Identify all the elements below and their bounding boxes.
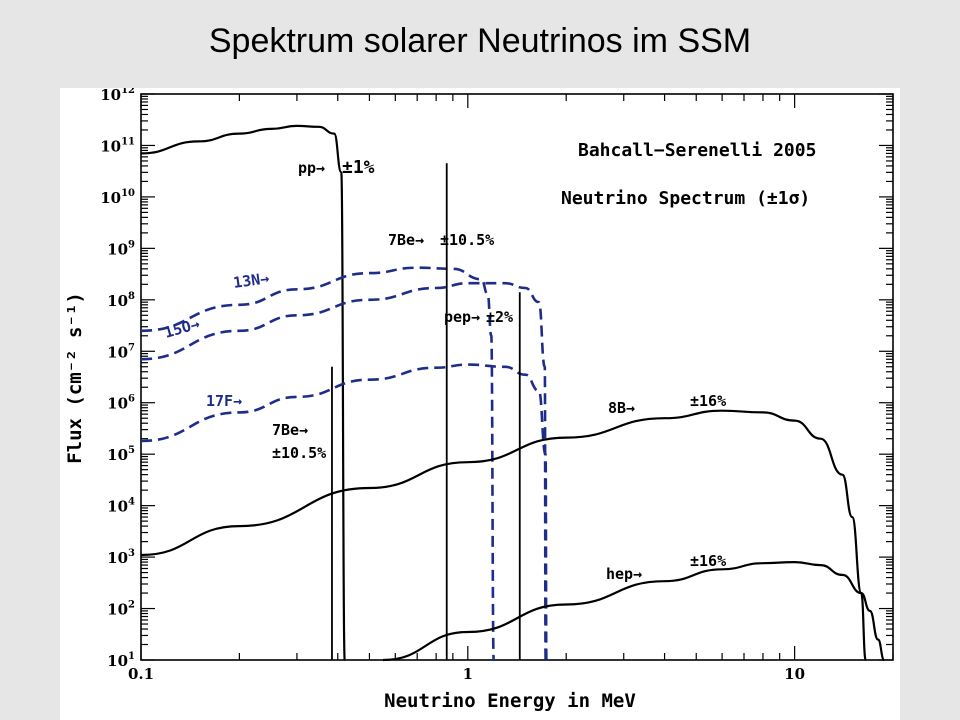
annotation-7be-high-label: 7Be→ bbox=[388, 231, 424, 249]
y-tick-label: 101 bbox=[107, 651, 135, 670]
series-line-13n bbox=[140, 266, 495, 662]
axes-frame bbox=[140, 93, 894, 661]
y-tick-label: 108 bbox=[107, 291, 135, 310]
annotation-7be-low-uncertainty: ±10.5% bbox=[272, 444, 326, 462]
neutrino-spectrum-chart: 0.1 1 10 101 102 103 104 105 106 107 108 109 1010 101… bbox=[64, 88, 894, 712]
y-tick-label: 1012 bbox=[100, 88, 135, 104]
series-line-15o bbox=[140, 281, 547, 662]
line-spectra-group bbox=[331, 163, 521, 660]
tick-label-group: 0.1 1 10 101 102 103 104 105 106 107 108 109 1010 101… bbox=[100, 88, 805, 683]
y-tick-label: 1010 bbox=[100, 188, 135, 207]
annotation-7be-high: 7Be→ bbox=[388, 231, 424, 249]
annotation-7be-high-uncertainty: ±10.5% bbox=[440, 231, 494, 249]
y-tick-label: 102 bbox=[107, 600, 135, 619]
annotation-7be-low: 7Be→ bbox=[272, 421, 308, 439]
legend-subtitle: Neutrino Spectrum (±1σ) bbox=[561, 188, 810, 209]
annotation-hep-uncertainty: ±16% bbox=[690, 552, 726, 570]
x-tick-label: 10 bbox=[784, 665, 805, 683]
series-group bbox=[140, 124, 886, 662]
y-tick-label: 103 bbox=[107, 548, 135, 567]
x-tick-label: 0.1 bbox=[128, 665, 154, 683]
annotation-13n: 13N→ bbox=[232, 269, 270, 292]
x-axis-title: Neutrino Energy in MeV bbox=[384, 690, 636, 712]
series-line-pp bbox=[140, 124, 346, 662]
annotation-pep-uncertainty: ±2% bbox=[486, 308, 513, 326]
annotation-pep-label: pep→ bbox=[444, 308, 480, 326]
annotation-8b: 8B→ bbox=[608, 399, 635, 417]
series-line-17f bbox=[140, 363, 548, 662]
annotation-pp-uncertainty: ±1% bbox=[342, 157, 375, 178]
annotation-pp: pp→ bbox=[298, 159, 325, 177]
plot-frame bbox=[140, 93, 894, 661]
series-line-hep bbox=[382, 560, 886, 662]
y-tick-label: 106 bbox=[107, 394, 135, 413]
chart-figure: 0.1 1 10 101 102 103 104 105 106 107 108 109 1010 101… bbox=[60, 88, 900, 720]
y-tick-label: 105 bbox=[107, 445, 135, 464]
x-tick-label: 1 bbox=[463, 665, 473, 683]
legend-title: Bahcall−Serenelli 2005 bbox=[578, 140, 816, 161]
annotation-pep: pep→ bbox=[444, 308, 480, 326]
annotation-17f: 17F→ bbox=[206, 392, 242, 410]
annotation-pp-label: pp→ bbox=[298, 159, 325, 177]
annotation-15o: 15O→ bbox=[162, 315, 202, 342]
y-tick-label: 1011 bbox=[100, 136, 135, 155]
slide-title: Spektrum solarer Neutrinos im SSM bbox=[208, 22, 752, 60]
annotation-hep: hep→ bbox=[606, 565, 642, 583]
annotation-8b-uncertainty: ±16% bbox=[690, 392, 726, 410]
y-tick-label: 109 bbox=[107, 239, 135, 258]
y-axis-title: Flux (cm⁻² s⁻¹) bbox=[64, 292, 86, 464]
y-tick-label: 104 bbox=[107, 497, 135, 516]
y-tick-label: 107 bbox=[107, 342, 135, 361]
series-line-8b bbox=[140, 409, 867, 662]
